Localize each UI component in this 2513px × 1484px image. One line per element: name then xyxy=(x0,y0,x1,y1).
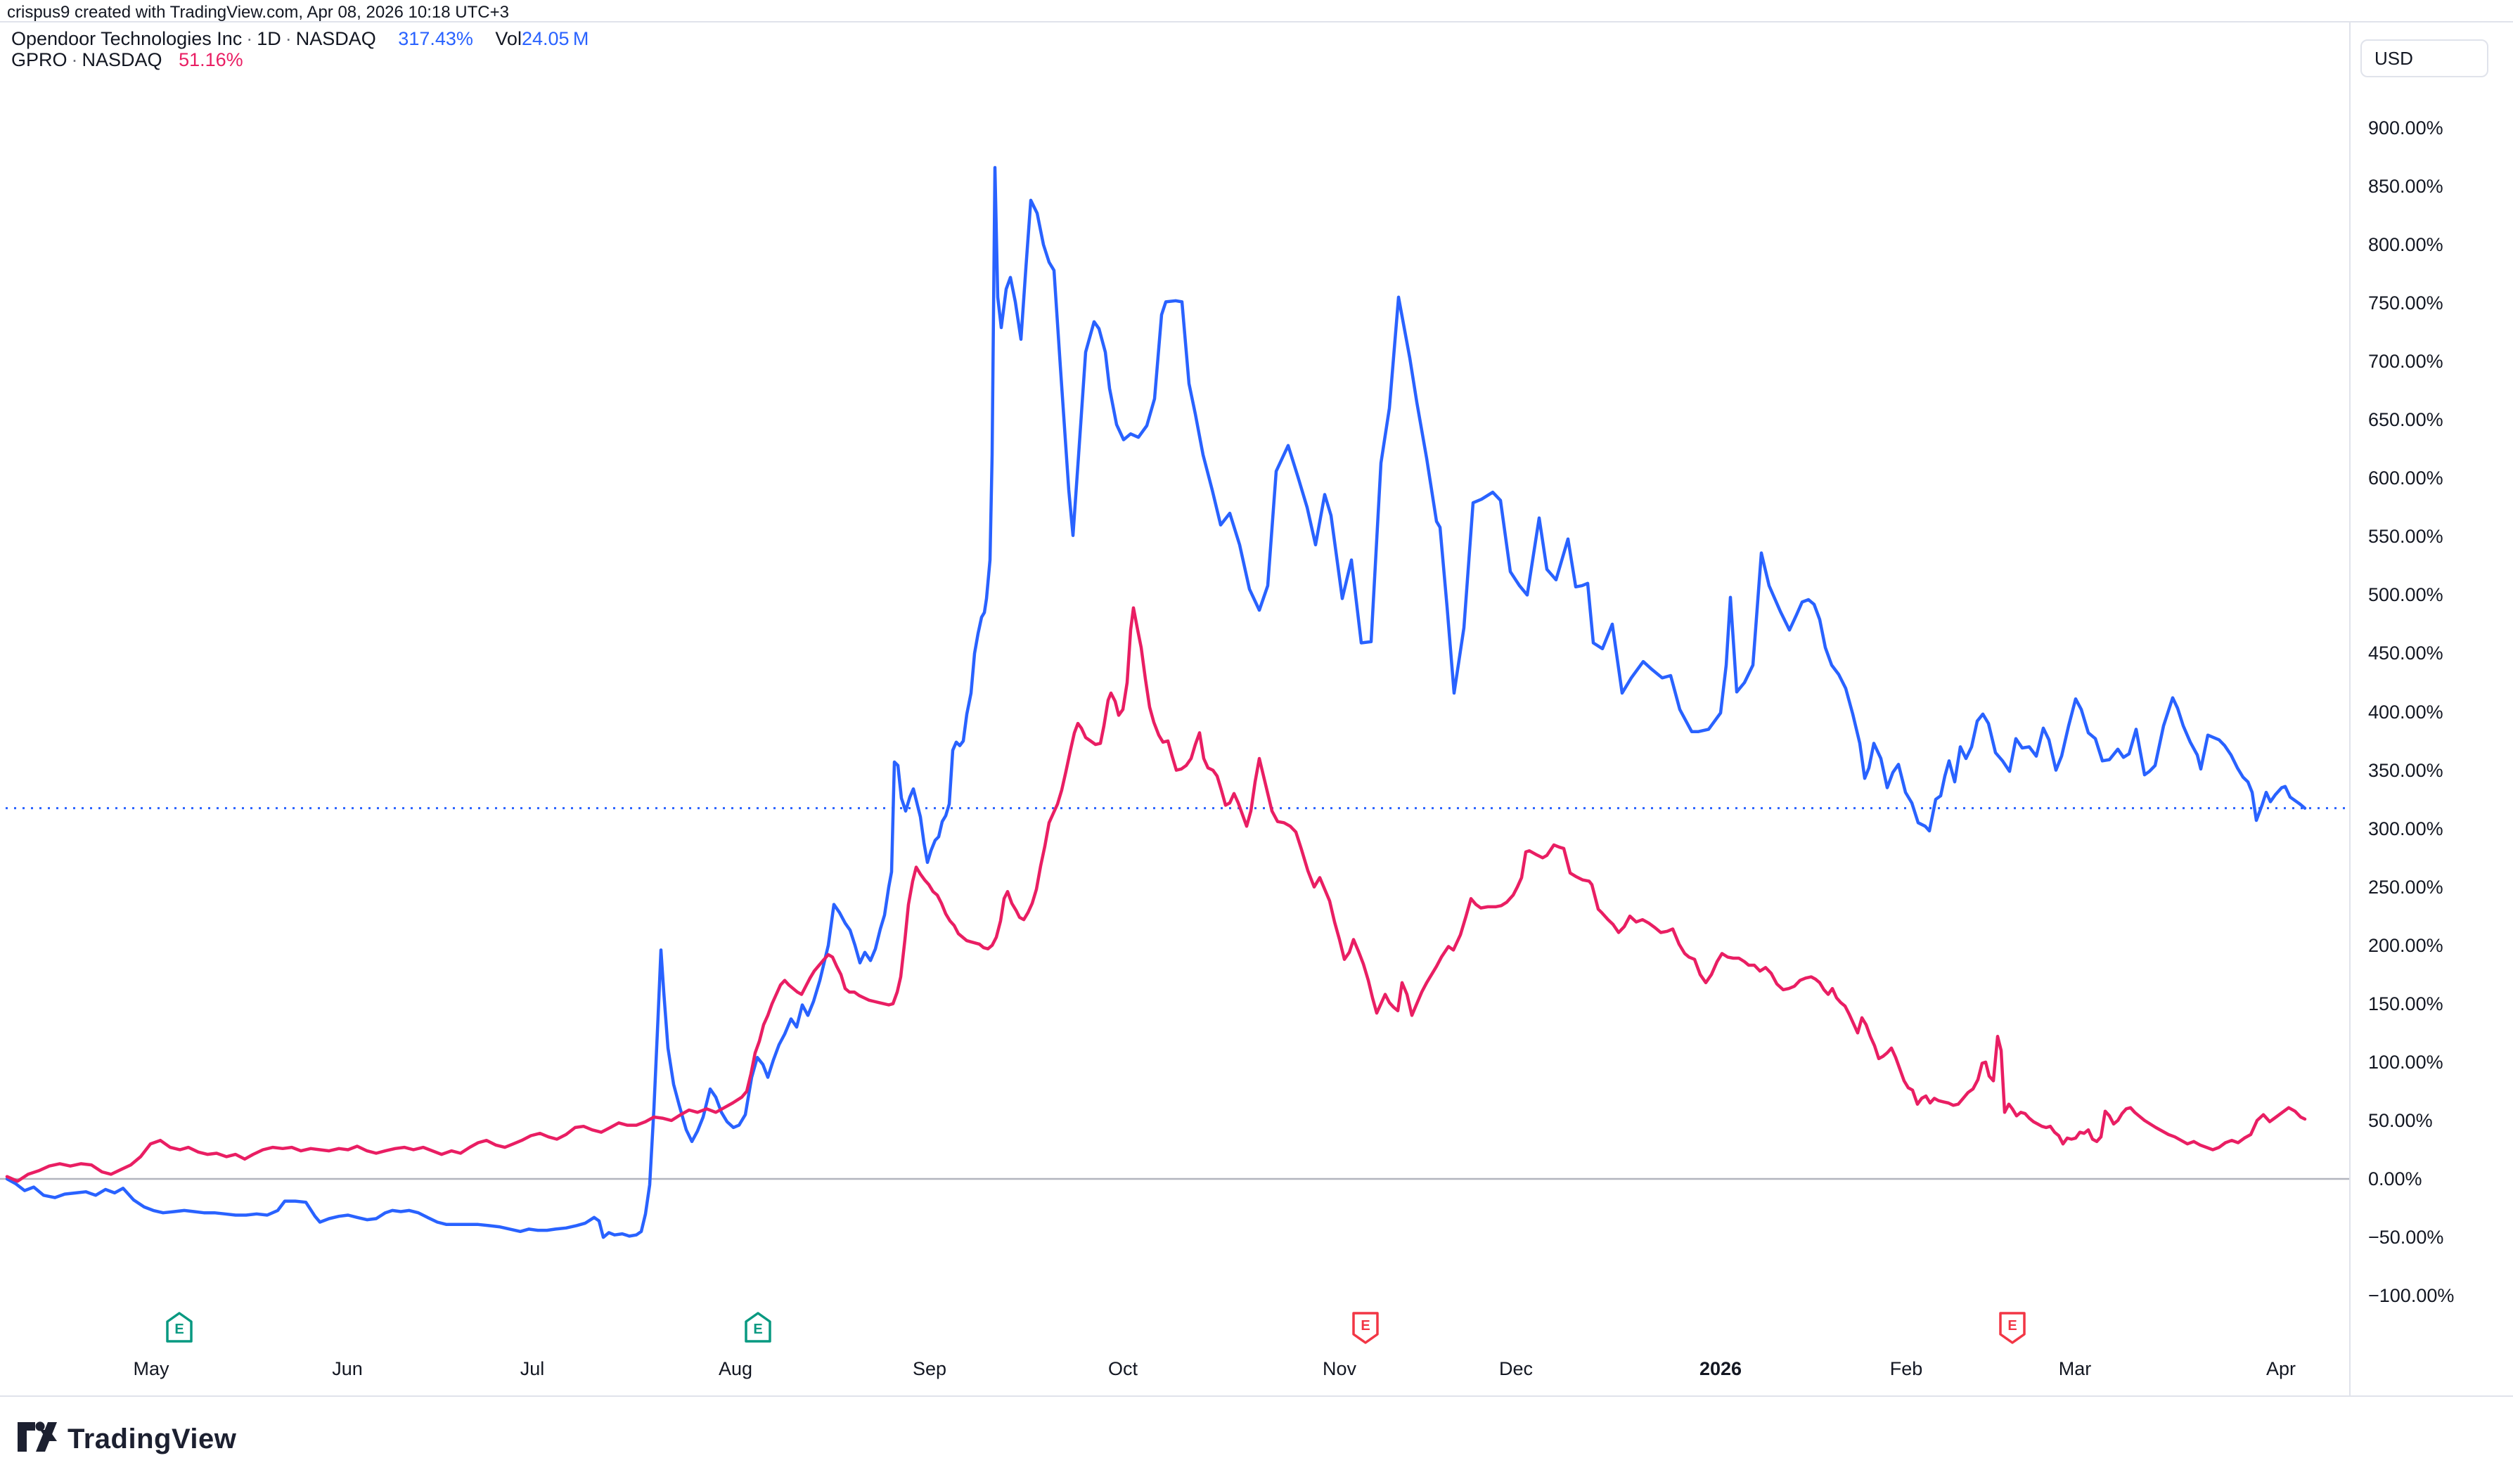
time-axis-label-sep: Sep xyxy=(912,1358,947,1379)
price-scale-label: 850.00% xyxy=(2368,175,2443,197)
price-scale-label: 100.00% xyxy=(2368,1051,2443,1073)
price-scale-label: 350.00% xyxy=(2368,759,2443,781)
time-axis-border xyxy=(0,1395,2513,1397)
tradingview-logo-text: TradingView xyxy=(68,1424,237,1454)
chart-top-border xyxy=(0,21,2513,22)
time-axis-label-mar: Mar xyxy=(2058,1358,2092,1379)
time-axis-label-jun: Jun xyxy=(332,1358,363,1379)
volume-label: Vol xyxy=(495,28,522,49)
price-scale-label: −100.00% xyxy=(2368,1285,2455,1307)
earnings-badge-red[interactable]: E xyxy=(1998,1312,2026,1344)
svg-text:E: E xyxy=(753,1322,762,1337)
attribution-text: crispus9 created with TradingView.com, A… xyxy=(7,3,509,22)
price-scale-label: 50.00% xyxy=(2368,1109,2433,1131)
price-scale-border xyxy=(2349,21,2351,1396)
time-axis-label-apr: Apr xyxy=(2265,1358,2296,1379)
time-axis-label-aug: Aug xyxy=(718,1358,753,1379)
svg-text:E: E xyxy=(1361,1318,1370,1334)
legend-separator: · xyxy=(71,49,78,70)
price-scale-label: 750.00% xyxy=(2368,292,2443,314)
price-scale-label: 500.00% xyxy=(2368,584,2443,606)
svg-text:E: E xyxy=(2007,1318,2017,1334)
price-scale-label: 300.00% xyxy=(2368,818,2443,839)
time-axis-label-dec: Dec xyxy=(1498,1358,1534,1379)
price-scale-label: 600.00% xyxy=(2368,467,2443,489)
svg-text:E: E xyxy=(174,1322,184,1337)
time-axis-label-oct: Oct xyxy=(1107,1358,1138,1379)
earnings-badge-red[interactable]: E xyxy=(1351,1312,1380,1344)
time-axis-label-feb: Feb xyxy=(1889,1358,1923,1379)
time-axis-label-may: May xyxy=(133,1358,169,1379)
legend-separator: · xyxy=(246,28,253,49)
symbol-exchange-open: NASDAQ xyxy=(295,28,376,49)
price-scale-label: −50.00% xyxy=(2368,1227,2444,1249)
time-axis-label-nov: Nov xyxy=(1322,1358,1357,1379)
time-axis-label-jul: Jul xyxy=(520,1358,545,1379)
symbol-exchange-gpro: NASDAQ xyxy=(82,49,162,70)
price-scale-label: 200.00% xyxy=(2368,934,2443,956)
earnings-badge-green[interactable]: E xyxy=(744,1312,772,1344)
series-line-open[interactable] xyxy=(5,166,2307,1239)
tradingview-logo-icon xyxy=(17,1421,58,1457)
price-scale-label: 800.00% xyxy=(2368,234,2443,256)
symbol-name-open[interactable]: Opendoor Technologies Inc xyxy=(11,28,243,49)
earnings-badge-green[interactable]: E xyxy=(165,1312,193,1344)
gpro-change-value: 51.16% xyxy=(179,49,243,70)
time-axis-label-2026: 2026 xyxy=(1699,1358,1742,1379)
price-scale-label: 400.00% xyxy=(2368,701,2443,723)
price-scale-label: 450.00% xyxy=(2368,643,2443,664)
price-scale-label: 700.00% xyxy=(2368,351,2443,373)
price-scale-label: 150.00% xyxy=(2368,993,2443,1014)
price-scale-label: 250.00% xyxy=(2368,876,2443,898)
price-scale-label: 650.00% xyxy=(2368,409,2443,431)
legend-separator: · xyxy=(285,28,292,49)
symbol-interval[interactable]: 1D xyxy=(257,28,281,49)
price-scale-label: 550.00% xyxy=(2368,526,2443,548)
legend: Opendoor Technologies Inc · 1D · NASDAQ 317.… xyxy=(11,28,589,70)
price-scale-label: 900.00% xyxy=(2368,117,2443,138)
symbol-name-gpro[interactable]: GPRO xyxy=(11,49,68,70)
legend-row-gpro[interactable]: GPRO · NASDAQ 51.16% xyxy=(11,49,589,70)
price-scale-label: 0.00% xyxy=(2368,1168,2422,1189)
volume-value: 24.05 M xyxy=(521,28,589,49)
currency-unit-button[interactable]: USD xyxy=(2360,39,2488,77)
open-change-value: 317.43% xyxy=(398,28,473,49)
legend-row-open[interactable]: Opendoor Technologies Inc · 1D · NASDAQ 317.… xyxy=(11,28,589,49)
series-line-gpro[interactable] xyxy=(5,606,2307,1183)
tradingview-logo[interactable]: TradingView xyxy=(17,1421,236,1457)
